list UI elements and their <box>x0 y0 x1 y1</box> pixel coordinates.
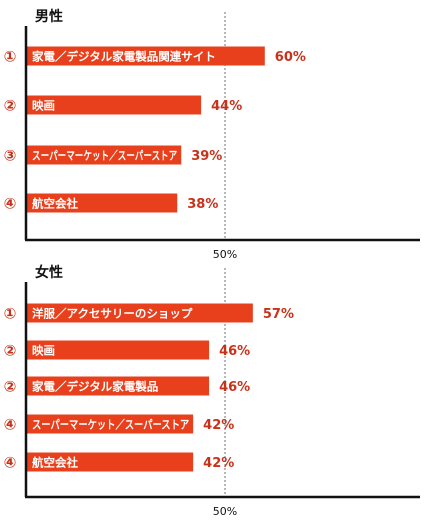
bar <box>26 193 178 213</box>
reference-line-label: 50% <box>213 248 237 261</box>
category-label: スーパーマーケット／スーパーストア <box>32 149 178 163</box>
value-label: 46% <box>219 380 250 395</box>
rank-label: ① <box>4 48 17 66</box>
category-label: スーパーマーケット／スーパーストア <box>32 418 190 432</box>
panel-title: 女性 <box>35 264 63 281</box>
chart-panel-female: 女性 50% ① 洋服／アクセサリーのショップ 57% ② 映画 46% ② 家電／デジタル家電… <box>4 264 420 518</box>
rank-label: ④ <box>4 416 17 434</box>
bar <box>26 414 194 434</box>
rank-label: ② <box>4 378 17 396</box>
category-label: 映画 <box>32 99 55 113</box>
value-label: 60% <box>275 50 306 65</box>
rank-label: ① <box>4 305 17 323</box>
value-label: 46% <box>219 344 250 359</box>
chart-panel-male: 男性 50% ① 家電／デジタル家電製品関連サイト 60% ② 映画 44% ③ スーパーマーケ… <box>4 8 420 261</box>
reference-line-label: 50% <box>213 505 237 518</box>
bar <box>26 145 182 165</box>
rank-label: ② <box>4 342 17 360</box>
category-label: 家電／デジタル家電製品関連サイト <box>32 50 216 64</box>
category-label: 映画 <box>32 344 55 358</box>
bar <box>26 46 265 66</box>
value-label: 38% <box>187 197 218 212</box>
bar <box>26 95 202 115</box>
bar <box>26 340 210 360</box>
category-label: 洋服／アクセサリーのショップ <box>32 307 193 321</box>
category-label: 家電／デジタル家電製品 <box>32 380 158 394</box>
bar <box>26 303 253 323</box>
category-label: 航空会社 <box>32 197 78 211</box>
bar <box>26 376 210 396</box>
category-label: 航空会社 <box>32 456 78 470</box>
rank-label: ② <box>4 97 17 115</box>
rank-label: ④ <box>4 454 17 472</box>
rank-label: ③ <box>4 147 17 165</box>
rank-label: ④ <box>4 195 17 213</box>
bar <box>26 452 194 472</box>
value-label: 44% <box>211 99 242 114</box>
value-label: 39% <box>191 149 222 164</box>
panel-title: 男性 <box>35 8 63 25</box>
value-label: 57% <box>263 307 294 322</box>
value-label: 42% <box>203 418 234 433</box>
value-label: 42% <box>203 456 234 471</box>
